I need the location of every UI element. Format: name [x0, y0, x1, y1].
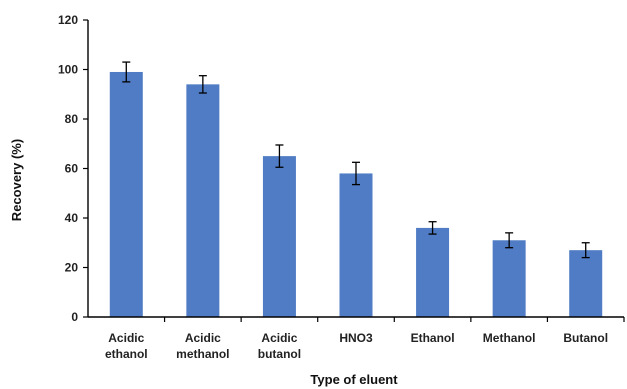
y-tick-label: 100 [58, 63, 78, 77]
y-tick-label: 80 [65, 112, 79, 126]
x-tick-label: Acidic [261, 331, 297, 345]
x-tick-label: Ethanol [411, 331, 455, 345]
x-tick-label: Methanol [483, 331, 536, 345]
bar [416, 227, 450, 317]
x-tick-label: methanol [176, 347, 229, 361]
x-tick-label: Acidic [185, 331, 221, 345]
bar [339, 173, 373, 317]
bar [569, 250, 603, 317]
x-axis: Acidic ethanol Acidic methanol Acidic butanol… [88, 316, 625, 361]
bar [262, 156, 296, 317]
y-tick-label: 40 [65, 211, 79, 225]
bars [109, 71, 603, 317]
y-tick-label: 20 [65, 261, 79, 275]
y-axis: 0 20 40 60 80 100 120 [58, 13, 89, 324]
error-bars [122, 61, 590, 259]
y-tick-label: 0 [71, 310, 78, 324]
bar [109, 71, 143, 317]
y-tick-label: 60 [65, 162, 79, 176]
x-tick-label: Butanol [563, 331, 608, 345]
bar [186, 84, 220, 317]
bar [492, 240, 526, 317]
y-axis-title: Recovery (%) [9, 139, 24, 221]
x-tick-label: ethanol [105, 347, 148, 361]
x-tick-label: Acidic [108, 331, 144, 345]
x-tick-label: butanol [258, 347, 301, 361]
x-axis-title: Type of eluent [310, 372, 398, 387]
y-tick-label: 120 [58, 13, 78, 27]
x-tick-label: HNO3 [339, 331, 373, 345]
